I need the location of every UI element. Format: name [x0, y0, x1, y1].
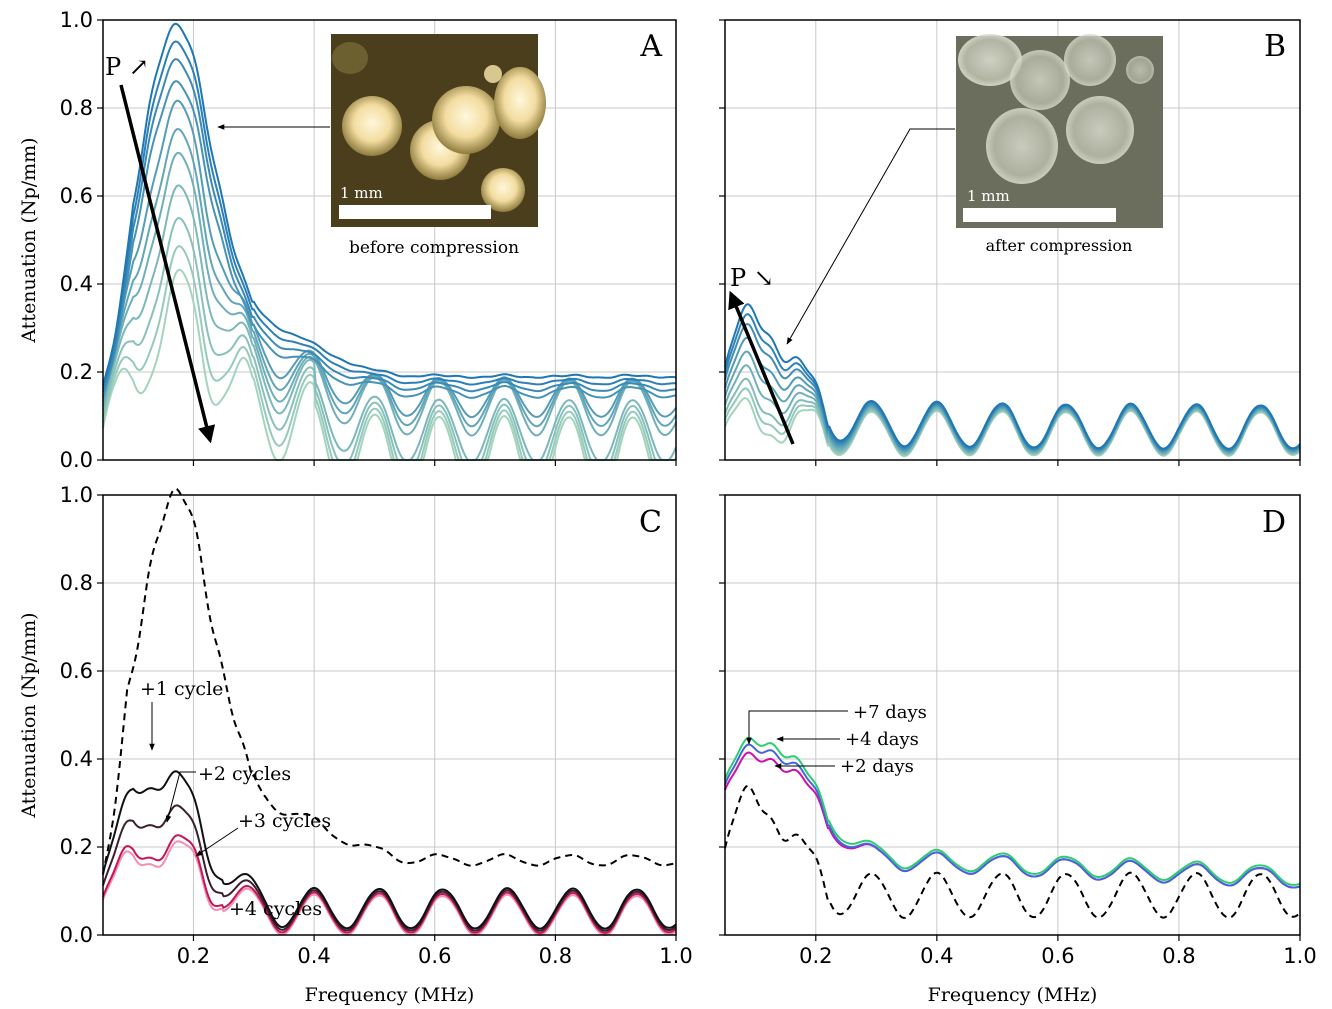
arrow-3-cycles — [195, 827, 239, 857]
x-tick-label: 0.8 — [1162, 944, 1195, 968]
callout-arrow-b — [786, 128, 955, 345]
y-tick-label: 0.6 — [60, 184, 93, 208]
label-2-cycles: +2 cycles — [198, 763, 291, 785]
inset-b-caption: after compression — [986, 236, 1133, 255]
arrow-2-cycles — [165, 771, 196, 823]
series-line-a — [102, 268, 676, 461]
y-tick-label: 0.4 — [60, 272, 93, 296]
reference-dashed-line-c — [102, 487, 677, 875]
bead — [332, 42, 368, 74]
bead — [986, 108, 1058, 184]
axes-frame — [102, 19, 677, 461]
x-tick-label: 0.6 — [1041, 944, 1074, 968]
series-line-d — [724, 743, 1301, 889]
bead — [432, 86, 500, 154]
pressure-label-a: P ↗ — [105, 53, 149, 81]
panel-letter-a: A — [639, 29, 662, 64]
series-line-d — [724, 751, 1301, 889]
bead — [958, 34, 1022, 86]
series-line-a — [102, 80, 677, 399]
pressure-label-b: P ↘ — [730, 264, 774, 292]
x-tick-label: 0.4 — [297, 944, 330, 968]
scale-bar-label-a: 1 mm — [340, 184, 383, 202]
y-axis-label-a: Attenuation (Np/mm) — [18, 137, 40, 343]
scale-bar-label-b: 1 mm — [967, 187, 1010, 205]
label-7-days: +7 days — [853, 702, 927, 723]
y-tick-label: 0.8 — [60, 571, 93, 595]
label-4-cycles: +4 cycles — [229, 898, 322, 920]
panel-a: 0.0 0.2 0.4 0.6 0.8 1.0 — [60, 8, 677, 472]
bead — [1064, 34, 1116, 86]
y-tick-label: 0.0 — [60, 448, 93, 472]
series-line-b — [724, 303, 1301, 450]
x-axis-label-c: Frequency (MHz) — [305, 984, 475, 1006]
series-line-c — [102, 804, 677, 932]
series-line-d — [724, 736, 1301, 886]
pressure-arrow-b — [728, 290, 795, 445]
panel-letter-b: B — [1264, 29, 1286, 64]
scale-bar-b — [963, 208, 1116, 222]
axes-frame — [102, 494, 677, 936]
panel-d: 0.2 0.4 0.6 0.8 1.0 — [719, 494, 1317, 968]
bead — [484, 65, 502, 83]
arrow-7-days — [746, 710, 848, 745]
label-3-cycles: +3 cycles — [238, 810, 331, 832]
x-tick-label: 0.2 — [799, 944, 832, 968]
x-tick-label: 0.6 — [418, 944, 451, 968]
panel-letter-d: D — [1262, 505, 1286, 540]
series-line-a — [102, 40, 677, 389]
y-tick-label: 0.0 — [60, 923, 93, 947]
x-tick-label: 1.0 — [1283, 944, 1316, 968]
y-tick-label: 0.2 — [60, 835, 93, 859]
x-tick-label: 0.8 — [539, 944, 572, 968]
series-line-a — [102, 151, 677, 437]
series-line-c — [102, 770, 677, 930]
y-tick-label: 0.8 — [60, 96, 93, 120]
y-tick-label: 0.4 — [60, 747, 93, 771]
panel-c: 0.0 0.2 0.4 0.6 0.8 1.0 0.2 0.4 0.6 0.8 1.0 — [60, 483, 693, 968]
inset-after-compression: 1 mm — [956, 34, 1163, 228]
series-line-a — [102, 22, 677, 386]
series-line-a — [102, 216, 677, 461]
label-2-days: +2 days — [840, 756, 914, 777]
series-line-a — [102, 127, 677, 428]
bead — [342, 96, 402, 156]
y-tick-label: 1.0 — [60, 483, 93, 507]
series-line-a — [102, 184, 677, 461]
axes-frame — [724, 494, 1301, 936]
label-1-cycle: +1 cycle — [140, 678, 223, 700]
bead — [1010, 50, 1070, 110]
bead — [481, 168, 525, 212]
bead — [1066, 96, 1134, 164]
bead — [494, 67, 546, 139]
y-tick-label: 0.6 — [60, 659, 93, 683]
series-line-a — [102, 245, 676, 461]
bead — [1126, 56, 1154, 84]
reference-dashed-line-d — [724, 784, 1301, 919]
x-axis-label-d: Frequency (MHz) — [928, 984, 1098, 1006]
panel-b — [719, 19, 1301, 466]
x-tick-label: 0.4 — [920, 944, 953, 968]
y-tick-label: 0.2 — [60, 360, 93, 384]
label-4-days: +4 days — [845, 729, 919, 750]
series-line-a — [102, 58, 677, 393]
pressure-arrow-a — [119, 84, 216, 444]
panel-letter-c: C — [639, 505, 662, 540]
x-tick-label: 1.0 — [659, 944, 692, 968]
inset-a-caption: before compression — [349, 238, 519, 258]
axes-frame — [724, 19, 1301, 461]
scale-bar-a — [339, 205, 491, 219]
x-tick-label: 0.2 — [177, 944, 210, 968]
series-line-c — [102, 840, 677, 937]
y-tick-label: 1.0 — [60, 8, 93, 32]
y-axis-label-c: Attenuation (Np/mm) — [18, 612, 40, 818]
series-line-c — [102, 834, 677, 935]
inset-before-compression: 1 mm — [331, 34, 546, 227]
